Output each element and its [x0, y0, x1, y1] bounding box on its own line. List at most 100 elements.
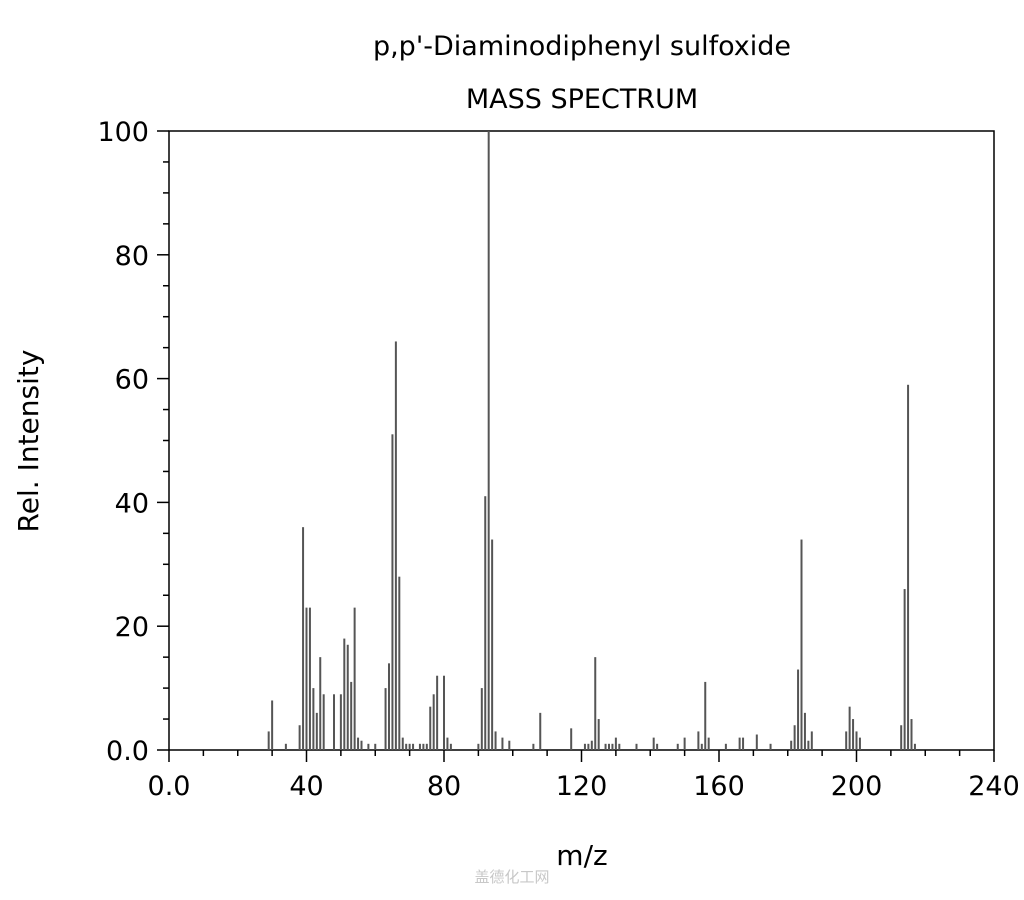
peak-bar — [284, 743, 287, 750]
peak-bar — [594, 657, 597, 750]
peak-bar — [271, 700, 274, 750]
peak-bar — [491, 539, 494, 750]
y-tick-label: 80 — [115, 241, 149, 272]
x-axis-label: m/z — [556, 839, 607, 872]
peak-bar — [800, 539, 803, 750]
peak-bar — [587, 743, 590, 750]
peak-bar — [480, 688, 483, 750]
peak-bar — [848, 706, 851, 750]
peak-bar — [339, 694, 342, 750]
peak-bar — [449, 743, 452, 750]
peak-bar — [298, 725, 301, 750]
peak-bar — [360, 740, 363, 750]
peak-bar — [683, 737, 686, 750]
peak-bar — [305, 607, 308, 750]
peak-bar — [803, 712, 806, 750]
peak-bar — [539, 712, 542, 750]
peak-bar — [697, 731, 700, 750]
peak-bar — [611, 743, 614, 750]
peak-bar — [350, 681, 353, 750]
peak-bar — [700, 743, 703, 750]
chart-title: p,p'-Diaminodiphenyl sulfoxide — [373, 31, 791, 62]
y-tick-label: 20 — [115, 612, 149, 643]
peak-bar — [858, 737, 861, 750]
peak-bar — [374, 743, 377, 750]
y-axis-label: Rel. Intensity — [12, 350, 45, 533]
peak-bar — [308, 607, 311, 750]
peak-bar — [755, 734, 758, 750]
peak-bar — [405, 743, 408, 750]
peak-bar — [384, 688, 387, 750]
peak-bar — [408, 743, 411, 750]
peak-bar — [353, 607, 356, 750]
peak-bar — [907, 384, 910, 750]
peak-bar — [597, 719, 600, 750]
peak-bar — [319, 657, 322, 750]
peak-bar — [614, 737, 617, 750]
x-tick-label: 80 — [427, 771, 461, 802]
peak-bar — [570, 728, 573, 750]
peak-bar — [590, 740, 593, 750]
peak-bar — [446, 737, 449, 750]
peak-bar — [704, 681, 707, 750]
peak-bar — [343, 638, 346, 750]
peak-bar — [738, 737, 741, 750]
y-axis-ticks: 0.0 20 40 60 80 100 — [97, 117, 169, 767]
x-tick-label: 200 — [831, 771, 883, 802]
x-tick-label: 40 — [289, 771, 323, 802]
peak-bar — [477, 743, 480, 750]
peak-bar — [425, 743, 428, 750]
plot-frame — [168, 130, 995, 751]
peak-bar — [388, 663, 390, 750]
peak-bar — [484, 496, 487, 750]
peak-bar — [852, 719, 855, 750]
peak-bar — [429, 706, 432, 750]
peak-bar — [797, 669, 800, 750]
x-tick-label: 0.0 — [148, 771, 191, 802]
peak-bar — [302, 527, 305, 750]
peak-bar — [391, 434, 394, 750]
peak-bar — [845, 731, 848, 750]
x-tick-label: 120 — [556, 771, 608, 802]
peak-bar — [769, 743, 772, 750]
peak-bar — [656, 743, 659, 750]
x-tick-label: 160 — [693, 771, 745, 802]
peak-bar — [903, 589, 906, 750]
peak-bar — [583, 743, 586, 750]
peak-bar — [436, 675, 439, 750]
peak-bar — [618, 743, 621, 750]
peak-bar — [676, 743, 679, 750]
x-tick-label: 240 — [968, 771, 1020, 802]
y-tick-label: 60 — [115, 365, 149, 396]
peak-bar — [346, 644, 349, 750]
peak-bar — [793, 725, 796, 750]
peak-bar — [394, 341, 397, 750]
peak-bar — [401, 737, 404, 750]
y-tick-label: 0.0 — [106, 736, 149, 767]
x-axis-ticks: 0.0 40 80 120 160 200 240 — [148, 750, 1020, 802]
peak-bar — [810, 731, 813, 750]
peaks-group — [267, 131, 916, 750]
peak-bar — [333, 694, 335, 750]
peak-bar — [604, 743, 607, 750]
watermark-text: 盖德化工网 — [474, 868, 549, 886]
peak-bar — [508, 740, 511, 750]
y-tick-label: 100 — [97, 117, 149, 148]
peak-bar — [910, 719, 913, 750]
peak-bar — [501, 737, 504, 750]
peak-bar — [635, 743, 638, 750]
peak-bar — [532, 743, 535, 750]
peak-bar — [443, 675, 445, 750]
peak-bar — [322, 694, 325, 750]
peak-bar — [315, 712, 318, 750]
peak-bar — [422, 743, 425, 750]
peak-bar — [418, 743, 421, 750]
y-tick-label: 40 — [115, 488, 149, 519]
peak-bar — [432, 694, 435, 750]
peak-bar — [494, 731, 497, 750]
peak-bar — [855, 731, 858, 750]
peak-bar — [412, 743, 415, 750]
peak-bar — [900, 725, 903, 750]
peak-bar — [312, 688, 315, 750]
peak-bar — [267, 731, 270, 750]
